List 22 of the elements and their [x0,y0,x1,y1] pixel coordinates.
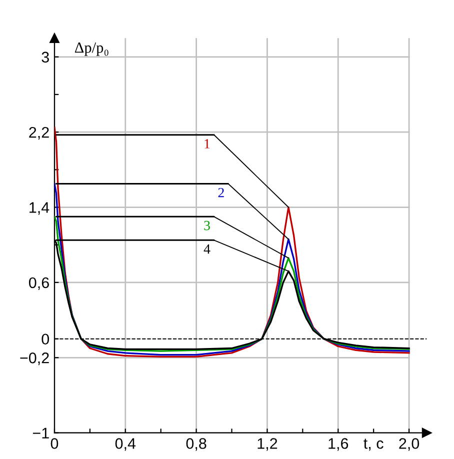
y-axis-title: Δp/p₀ [74,42,108,56]
y-tick-label: 1,4 [30,202,50,215]
x-tick-label: 1,6 [328,438,348,451]
y-tick-label: 3 [42,52,49,63]
x-tick-label: 0,4 [115,438,136,451]
y-tick-label: −1 [32,428,49,438]
y-tick-label: 0 [42,334,50,345]
x-tick-label: 1,2 [258,438,278,451]
x-tick-label: 0 [50,438,58,449]
text: 2 [218,188,224,198]
line-series [54,216,410,352]
x-tick-label: 0,8 [186,438,206,451]
text: 1 [204,139,210,148]
y-tick-label: −0,2 [20,352,49,366]
text: 3 [204,220,210,230]
x-tick-label: 2,0 [399,438,420,451]
line-series [54,126,410,358]
y-tick-label: 2,2 [29,126,49,140]
line-series [54,182,410,356]
text: 4 [204,244,210,254]
y-tick-label: 0,6 [28,277,49,290]
x-axis-title: t, c [364,438,384,451]
